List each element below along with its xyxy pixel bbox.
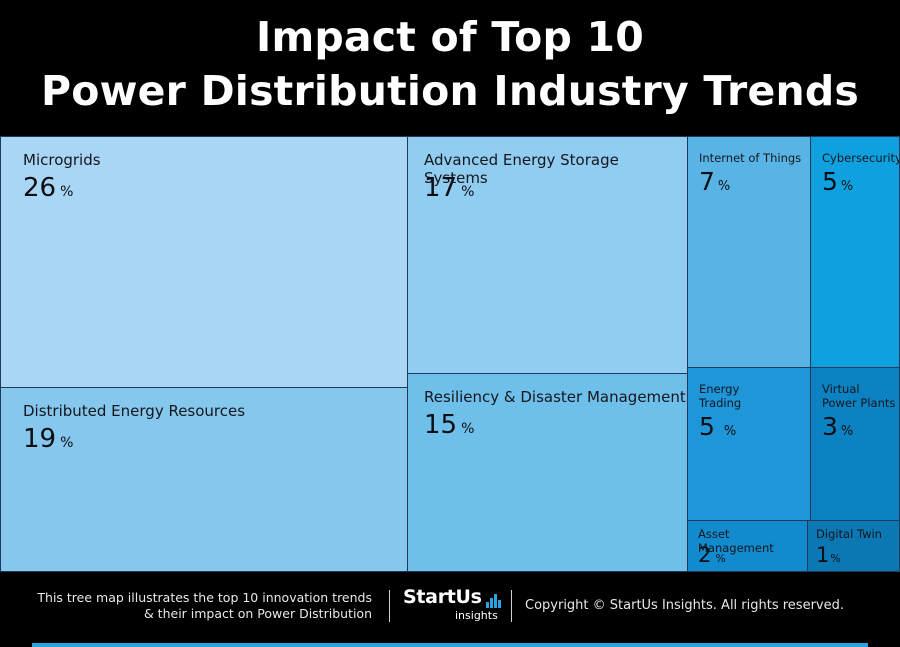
- treemap-cell-resiliency-disaster-management: Resiliency & Disaster Management 15%: [407, 373, 688, 572]
- bottom-accent-bar: [32, 643, 868, 647]
- footer: This tree map illustrates the top 10 inn…: [0, 572, 900, 647]
- treemap-cell-advanced-energy-storage: Advanced Energy Storage Systems 17%: [407, 136, 688, 374]
- cell-label-line-1: Energy: [699, 382, 740, 396]
- copyright-text: Copyright © StartUs Insights. All rights…: [525, 598, 844, 613]
- treemap-cell-distributed-energy-resources: Distributed Energy Resources 19%: [0, 387, 408, 572]
- treemap: Microgrids 26% Distributed Energy Resour…: [0, 136, 900, 572]
- cell-value: 3%: [822, 412, 854, 441]
- treemap-cell-digital-twin: Digital Twin 1%: [807, 520, 900, 572]
- cell-value: 19%: [23, 424, 74, 454]
- footer-description-line-2: & their impact on Power Distribution: [143, 606, 372, 621]
- cell-label: Advanced Energy Storage Systems: [424, 151, 619, 187]
- footer-description: This tree map illustrates the top 10 inn…: [12, 590, 372, 622]
- cell-label-line-1: Virtual: [822, 382, 860, 396]
- footer-divider-left: [389, 590, 390, 622]
- bar-chart-icon: [485, 586, 502, 608]
- logo-name: StartUs: [403, 586, 482, 608]
- treemap-cell-energy-trading: Energy Trading 5%: [687, 367, 811, 521]
- cell-label: Energy Trading: [699, 382, 741, 410]
- cell-label: Digital Twin: [816, 527, 882, 541]
- cell-label: Distributed Energy Resources: [23, 402, 246, 420]
- startus-insights-logo: StartUs insights: [403, 586, 502, 622]
- cell-label: Resiliency & Disaster Management: [424, 388, 686, 406]
- cell-value: 2%: [698, 543, 726, 567]
- cell-value: 7%: [699, 167, 731, 196]
- cell-label: Internet of Things: [699, 151, 802, 165]
- cell-label: Virtual Power Plants: [822, 382, 895, 410]
- footer-divider-right: [511, 590, 512, 622]
- cell-label: Asset Management: [698, 527, 774, 555]
- cell-label-line-2: Power Plants: [822, 396, 896, 410]
- logo-subtitle: insights: [455, 609, 498, 622]
- treemap-cell-virtual-power-plants: Virtual Power Plants 3%: [810, 367, 900, 521]
- cell-value: 5%: [822, 167, 854, 196]
- cell-value: 5%: [699, 412, 737, 441]
- cell-value: 17%: [424, 173, 475, 203]
- treemap-cell-asset-management: Asset Management 2%: [687, 520, 808, 572]
- cell-value: 1%: [816, 543, 841, 567]
- cell-label-line-2: Trading: [699, 396, 742, 410]
- cell-label: Microgrids: [23, 151, 101, 169]
- chart-title: Impact of Top 10 Power Distribution Indu…: [0, 10, 900, 118]
- footer-description-line-1: This tree map illustrates the top 10 inn…: [37, 590, 372, 605]
- cell-value: 15%: [424, 410, 475, 440]
- treemap-cell-internet-of-things: Internet of Things 7%: [687, 136, 811, 368]
- cell-label: Cybersecurity: [822, 151, 900, 165]
- title-line-2: Power Distribution Industry Trends: [40, 67, 859, 115]
- title-line-1: Impact of Top 10: [255, 13, 644, 61]
- cell-value: 26%: [23, 173, 74, 203]
- treemap-cell-cybersecurity: Cybersecurity 5%: [810, 136, 900, 368]
- treemap-cell-microgrids: Microgrids 26%: [0, 136, 408, 388]
